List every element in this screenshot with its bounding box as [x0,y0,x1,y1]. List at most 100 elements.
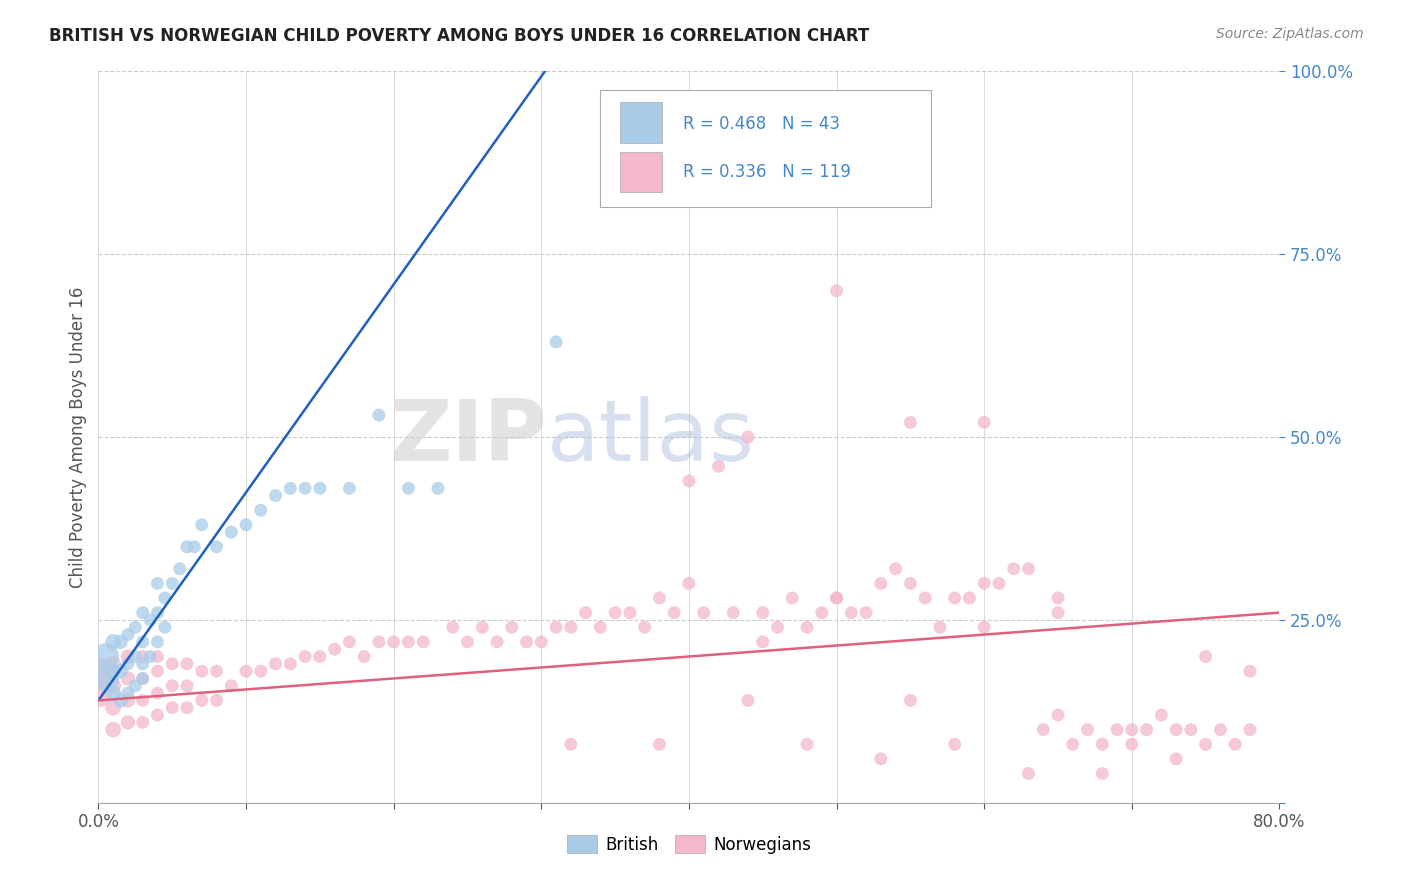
Point [664,606,686,620]
Point [221,525,243,540]
Point [486,635,509,649]
Point [707,459,730,474]
Point [678,474,700,488]
Point [353,649,375,664]
Point [825,591,848,605]
Point [132,657,155,671]
Point [782,591,804,605]
Point [546,334,568,349]
Point [943,737,966,751]
Point [841,606,863,620]
Point [516,635,538,649]
Point [117,686,139,700]
Point [162,657,183,671]
Text: atlas: atlas [547,395,755,479]
Point [1195,737,1218,751]
Point [146,635,169,649]
Point [117,657,139,671]
Point [124,620,146,634]
Point [1046,606,1070,620]
Point [870,576,893,591]
Point [169,562,191,576]
Point [153,591,176,605]
Point [619,606,641,620]
Point [870,752,893,766]
Point [110,664,132,678]
Point [132,693,155,707]
Point [368,635,391,649]
Point [575,606,598,620]
Point [1239,723,1261,737]
Point [191,693,214,707]
Point [162,700,183,714]
Point [766,620,789,634]
Point [117,649,139,664]
Point [146,649,169,664]
Point [117,693,139,707]
Point [1091,737,1114,751]
Point [441,620,464,634]
Point [103,679,125,693]
Point [264,657,287,671]
Point [368,408,391,422]
Point [94,649,117,664]
Point [280,481,302,495]
Point [1046,708,1070,723]
Point [117,672,139,686]
Point [250,503,273,517]
Point [1046,591,1070,605]
Point [1032,723,1054,737]
Point [103,635,125,649]
Point [560,620,582,634]
Text: BRITISH VS NORWEGIAN CHILD POVERTY AMONG BOYS UNDER 16 CORRELATION CHART: BRITISH VS NORWEGIAN CHILD POVERTY AMONG… [49,27,869,45]
Point [929,620,952,634]
Point [294,481,316,495]
Point [339,635,361,649]
Point [796,620,818,634]
Bar [620,103,662,143]
Text: Source: ZipAtlas.com: Source: ZipAtlas.com [1216,27,1364,41]
Point [235,664,257,678]
Point [501,620,523,634]
Point [1062,737,1084,751]
Point [737,693,759,707]
Point [132,672,155,686]
Point [693,606,716,620]
Point [235,517,257,532]
Point [176,679,198,693]
Point [973,620,995,634]
Point [1077,723,1099,737]
Point [309,649,332,664]
Point [412,635,434,649]
Point [1002,562,1025,576]
Point [103,700,125,714]
Point [1121,737,1143,751]
Point [250,664,273,678]
Point [94,672,117,686]
Point [183,540,205,554]
Text: ZIP: ZIP [389,395,547,479]
Legend: British, Norwegians: British, Norwegians [560,829,818,860]
Point [205,540,228,554]
Point [1166,752,1188,766]
Point [132,649,155,664]
Point [124,649,146,664]
Point [280,657,302,671]
Text: R = 0.468   N = 43: R = 0.468 N = 43 [683,115,839,133]
Point [117,627,139,641]
Point [132,635,155,649]
Point [530,635,553,649]
Point [648,737,671,751]
Point [855,606,877,620]
Point [471,620,494,634]
Point [1195,649,1218,664]
Point [124,679,146,693]
Point [1180,723,1202,737]
Point [959,591,981,605]
Point [1136,723,1159,737]
Point [825,591,848,605]
Point [810,606,832,620]
Point [900,416,922,430]
Point [884,562,907,576]
Point [146,708,169,723]
